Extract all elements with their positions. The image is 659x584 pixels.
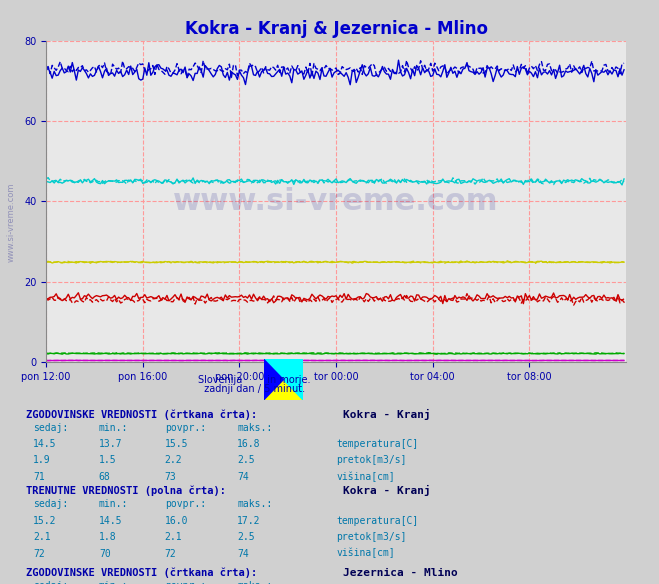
Text: 71: 71 [33,472,45,482]
Text: maks.:: maks.: [237,499,272,509]
Title: Kokra - Kranj & Jezernica - Mlino: Kokra - Kranj & Jezernica - Mlino [185,20,488,38]
Text: 13.7: 13.7 [99,439,123,449]
Text: www.si-vreme.com: www.si-vreme.com [173,187,499,216]
Text: 14.5: 14.5 [33,439,57,449]
Text: 73: 73 [165,472,177,482]
Text: 72: 72 [33,548,45,558]
Text: 2.5: 2.5 [237,456,255,465]
Text: 16.0: 16.0 [165,516,188,526]
Text: 68: 68 [99,472,111,482]
Text: min.:: min.: [99,581,129,584]
Text: 2.1: 2.1 [33,532,51,542]
Text: 1.5: 1.5 [99,456,117,465]
Text: ZGODOVINSKE VREDNOSTI (črtkana črta):: ZGODOVINSKE VREDNOSTI (črtkana črta): [26,568,258,578]
Text: 16.8: 16.8 [237,439,261,449]
Text: pretok[m3/s]: pretok[m3/s] [336,532,407,542]
Text: 1.8: 1.8 [99,532,117,542]
Text: 2.1: 2.1 [165,532,183,542]
Polygon shape [264,359,303,400]
Text: min.:: min.: [99,499,129,509]
Text: sedaj:: sedaj: [33,581,68,584]
Text: 2.2: 2.2 [165,456,183,465]
Text: 70: 70 [99,548,111,558]
Text: maks.:: maks.: [237,581,272,584]
Text: min.:: min.: [99,423,129,433]
Text: 14.5: 14.5 [99,516,123,526]
Text: 1.9: 1.9 [33,456,51,465]
Polygon shape [264,359,283,400]
Text: TRENUTNE VREDNOSTI (polna črta):: TRENUTNE VREDNOSTI (polna črta): [26,486,226,496]
Text: povpr.:: povpr.: [165,581,206,584]
Text: sedaj:: sedaj: [33,499,68,509]
Text: www.si-vreme.com: www.si-vreme.com [7,182,16,262]
Text: 72: 72 [165,548,177,558]
Text: 15.2: 15.2 [33,516,57,526]
Text: sedaj:: sedaj: [33,423,68,433]
Text: višina[cm]: višina[cm] [336,471,395,482]
Text: povpr.:: povpr.: [165,499,206,509]
Text: 2.5: 2.5 [237,532,255,542]
Text: Slovenija        in morje.: Slovenija in morje. [198,374,310,384]
Text: 15.5: 15.5 [165,439,188,449]
Text: Jezernica - Mlino: Jezernica - Mlino [343,568,457,578]
Text: 17.2: 17.2 [237,516,261,526]
Text: zadnji dan / 5 minut.: zadnji dan / 5 minut. [198,384,305,394]
Text: 74: 74 [237,472,249,482]
Text: 74: 74 [237,548,249,558]
Text: Kokra - Kranj: Kokra - Kranj [343,409,430,419]
Text: maks.:: maks.: [237,423,272,433]
Polygon shape [264,359,303,400]
Text: temperatura[C]: temperatura[C] [336,439,418,449]
Text: višina[cm]: višina[cm] [336,548,395,558]
Text: temperatura[C]: temperatura[C] [336,516,418,526]
Text: pretok[m3/s]: pretok[m3/s] [336,456,407,465]
Text: povpr.:: povpr.: [165,423,206,433]
Text: Kokra - Kranj: Kokra - Kranj [343,485,430,496]
Text: ZGODOVINSKE VREDNOSTI (črtkana črta):: ZGODOVINSKE VREDNOSTI (črtkana črta): [26,409,258,419]
